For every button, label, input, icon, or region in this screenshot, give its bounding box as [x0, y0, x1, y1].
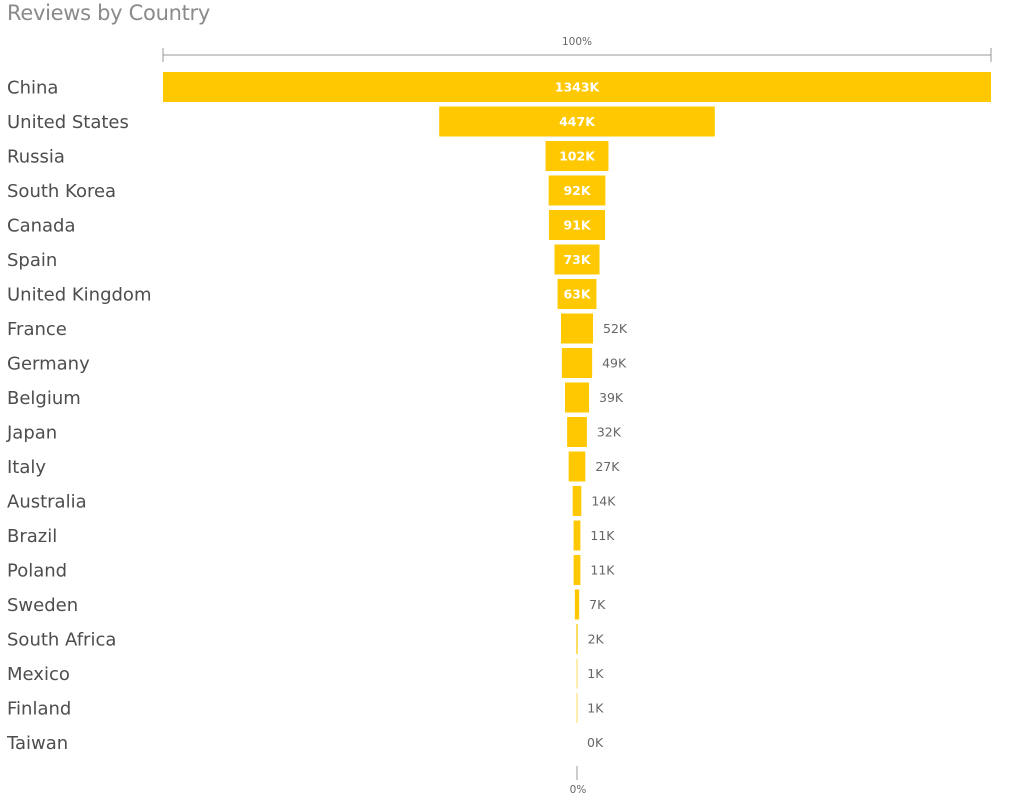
funnel-bar[interactable] [574, 589, 580, 620]
funnel-bar[interactable] [163, 72, 991, 102]
data-label: 73K [563, 252, 591, 267]
data-label: 32K [597, 425, 622, 440]
funnel-row: Sweden 7K [7, 589, 606, 620]
funnel-bar[interactable] [576, 624, 578, 654]
data-label: 92K [563, 183, 591, 198]
funnel-row: Germany 49K [7, 348, 627, 378]
data-label: 52K [603, 321, 628, 336]
funnel-bar[interactable] [560, 313, 594, 344]
category-label: South Korea [7, 181, 116, 202]
funnel-row: Canada 91K [7, 210, 606, 240]
funnel-bar[interactable] [564, 382, 590, 413]
funnel-row: Mexico 1K [7, 658, 604, 689]
funnel-row: Russia 102K [7, 141, 609, 171]
funnel-bar[interactable] [576, 658, 578, 689]
funnel-row: Australia 14K [7, 486, 616, 516]
data-label: 0K [587, 735, 604, 750]
data-label: 14K [591, 494, 616, 509]
category-label: Brazil [7, 526, 57, 547]
data-label: 91K [563, 218, 591, 233]
funnel-bar[interactable] [573, 555, 581, 585]
category-label: Belgium [7, 388, 81, 409]
category-label: Germany [7, 354, 90, 375]
category-label: Sweden [7, 595, 78, 616]
funnel-bar[interactable] [576, 693, 578, 723]
funnel-bar[interactable] [573, 520, 581, 551]
data-label: 447K [559, 114, 596, 129]
chart-title: Reviews by Country [7, 1, 211, 25]
data-label: 39K [599, 390, 624, 405]
data-label: 27K [595, 459, 620, 474]
funnel-row: Brazil 11K [7, 520, 615, 551]
funnel-bar[interactable] [572, 486, 582, 516]
category-label: Japan [6, 423, 57, 444]
data-label: 63K [563, 287, 591, 302]
scale-top-bracket: 100% [162, 36, 992, 62]
data-label: 49K [602, 356, 627, 371]
category-label: China [7, 78, 58, 99]
funnel-row: United States 447K [7, 106, 715, 137]
funnel-bar[interactable] [557, 279, 597, 309]
data-label: 102K [559, 149, 596, 164]
funnel-row: France 52K [7, 313, 628, 344]
funnel-row: Taiwan 0K [6, 733, 604, 754]
category-label: Poland [7, 561, 67, 582]
funnel-bar[interactable] [545, 141, 609, 171]
data-label: 1343K [555, 80, 601, 95]
funnel-row: Spain 73K [7, 244, 600, 275]
data-label: 7K [589, 597, 606, 612]
funnel-bar[interactable] [568, 451, 586, 482]
category-label: France [7, 319, 67, 340]
funnel-row: Belgium 39K [7, 382, 624, 413]
category-label: United Kingdom [7, 285, 151, 306]
funnel-bars: China 1343K United States 447K Russia 102K Sou… [6, 72, 991, 754]
category-label: Taiwan [6, 733, 68, 754]
funnel-row: Italy 27K [7, 451, 620, 482]
funnel-row: Japan 32K [6, 417, 622, 447]
category-label: Italy [7, 457, 46, 478]
funnel-bar[interactable] [561, 348, 593, 378]
funnel-bar[interactable] [439, 106, 715, 137]
category-label: Spain [7, 250, 57, 271]
funnel-row: United Kingdom 63K [7, 279, 597, 309]
funnel-bar[interactable] [548, 175, 606, 206]
funnel-bar[interactable] [567, 417, 587, 447]
data-label: 2K [588, 632, 605, 647]
funnel-row: South Korea 92K [7, 175, 606, 206]
data-label: 1K [587, 666, 604, 681]
category-label: Finland [7, 699, 71, 720]
funnel-bar[interactable] [548, 210, 606, 240]
funnel-row: China 1343K [7, 72, 991, 102]
category-label: Russia [7, 147, 65, 168]
scale-bottom-label: 0% [570, 784, 587, 796]
data-label: 1K [587, 701, 604, 716]
category-label: South Africa [7, 630, 116, 651]
data-label: 11K [590, 563, 615, 578]
funnel-row: Poland 11K [7, 555, 615, 585]
scale-top-label: 100% [562, 36, 592, 48]
funnel-row: Finland 1K [7, 693, 604, 723]
funnel-bar[interactable] [554, 244, 600, 275]
scale-bottom-bracket: 0% [570, 766, 587, 796]
category-label: Canada [7, 216, 76, 237]
funnel-row: South Africa 2K [7, 624, 605, 654]
category-label: Australia [7, 492, 87, 513]
category-label: Mexico [7, 664, 70, 685]
data-label: 11K [590, 528, 615, 543]
category-label: United States [7, 112, 129, 133]
